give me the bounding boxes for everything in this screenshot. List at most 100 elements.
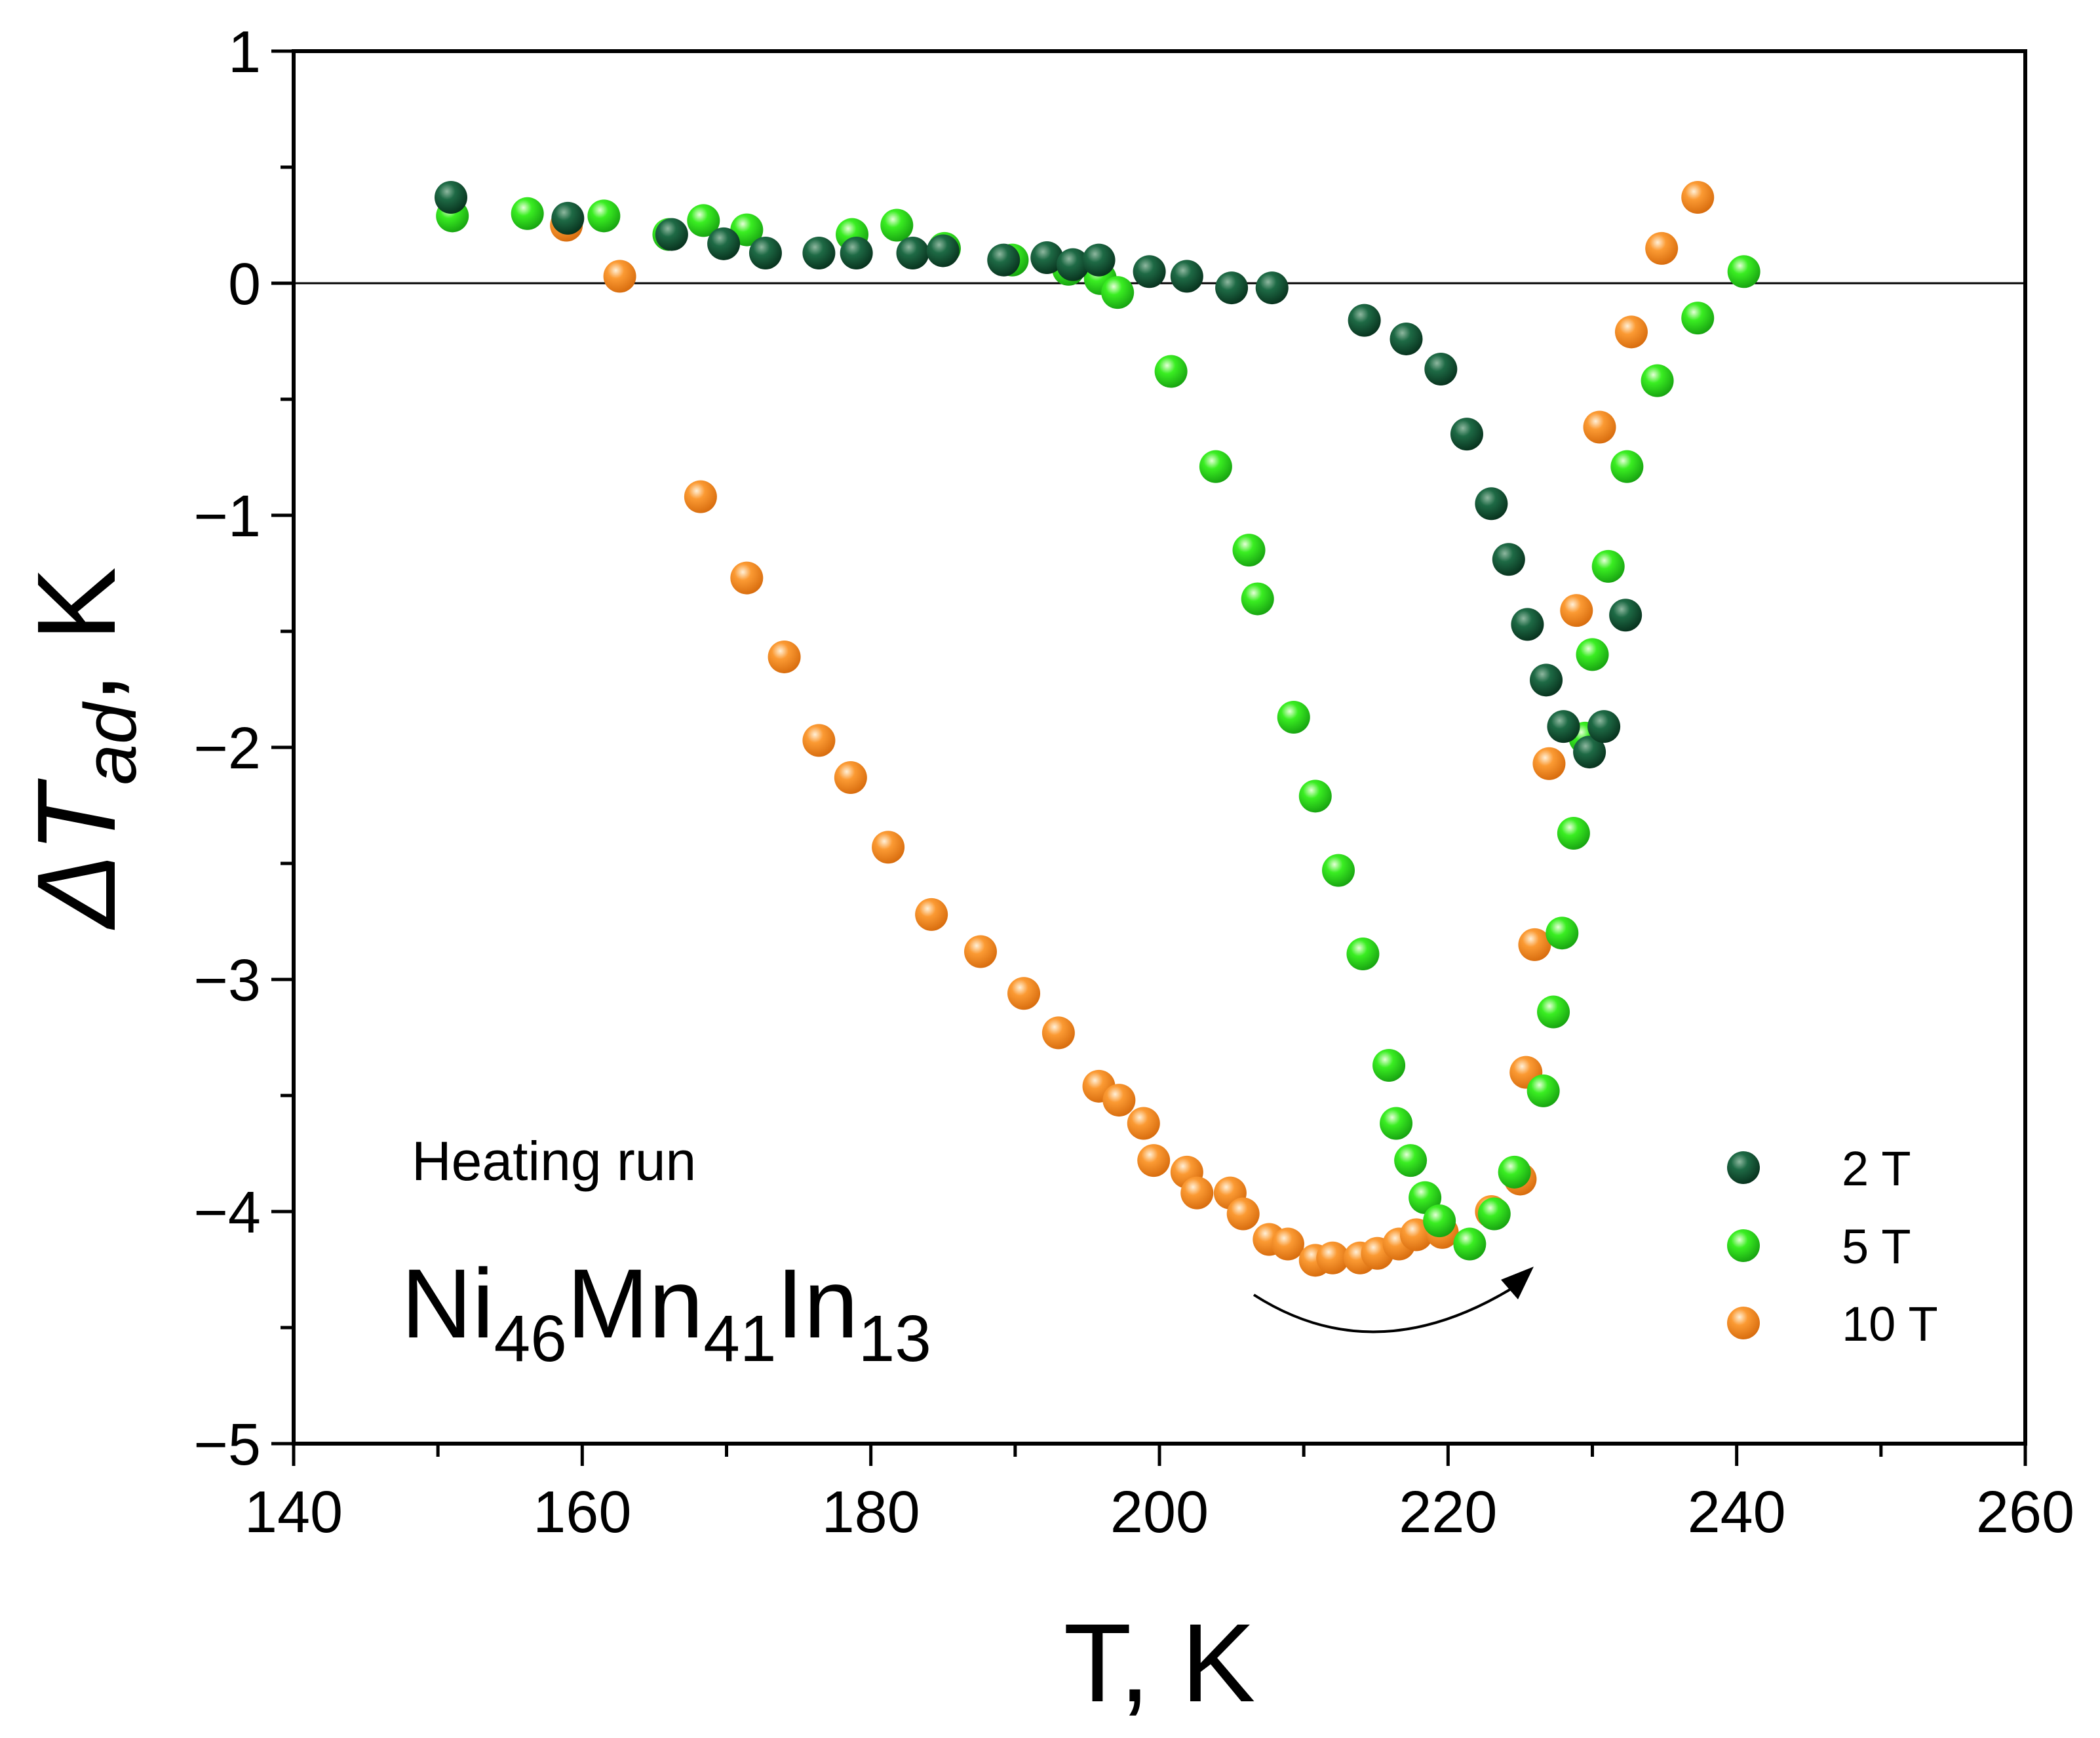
point-10t bbox=[603, 260, 636, 293]
point-5t bbox=[1154, 355, 1188, 388]
point-5t bbox=[1277, 700, 1310, 734]
y-tick-label: −5 bbox=[193, 1412, 261, 1478]
y-axis-title: ΔTad, K bbox=[14, 567, 151, 930]
point-10t bbox=[1316, 1241, 1350, 1274]
point-5t bbox=[1199, 450, 1232, 483]
point-10t bbox=[684, 480, 717, 513]
point-2t bbox=[707, 227, 741, 260]
point-10t bbox=[1127, 1107, 1160, 1140]
legend-label-10t: 10 T bbox=[1842, 1297, 1938, 1351]
legend-marker-10t bbox=[1727, 1307, 1760, 1339]
point-2t bbox=[987, 243, 1021, 277]
point-5t bbox=[1537, 995, 1570, 1029]
y-axis-title-prefix: ΔT bbox=[14, 778, 139, 930]
y-tick-label: 0 bbox=[228, 252, 261, 317]
point-10t bbox=[1614, 315, 1648, 349]
x-tick-label: 140 bbox=[244, 1480, 343, 1545]
point-2t bbox=[1082, 243, 1116, 277]
compound-subscript: 46 bbox=[494, 1302, 567, 1375]
point-5t bbox=[587, 199, 621, 233]
point-2t bbox=[1450, 418, 1483, 451]
y-tick-label: 1 bbox=[228, 20, 261, 85]
point-2t bbox=[551, 201, 585, 235]
point-5t bbox=[880, 208, 914, 242]
point-5t bbox=[1453, 1227, 1487, 1261]
point-2t bbox=[1056, 248, 1089, 281]
point-5t bbox=[1526, 1074, 1560, 1107]
x-axis-title: T, K bbox=[1064, 1601, 1256, 1726]
legend-label-5t: 5 T bbox=[1842, 1219, 1911, 1274]
point-5t bbox=[1576, 638, 1609, 671]
point-2t bbox=[655, 218, 688, 251]
point-5t bbox=[1241, 582, 1274, 616]
point-2t bbox=[1492, 543, 1525, 576]
point-10t bbox=[1681, 181, 1715, 214]
point-2t bbox=[434, 181, 467, 214]
point-10t bbox=[1271, 1227, 1304, 1261]
point-5t bbox=[1380, 1107, 1413, 1140]
legend-marker-5t bbox=[1727, 1229, 1760, 1262]
point-10t bbox=[872, 831, 905, 864]
point-2t bbox=[802, 236, 836, 269]
point-10t bbox=[730, 561, 764, 595]
point-5t bbox=[1232, 534, 1266, 567]
point-5t bbox=[1101, 276, 1135, 309]
x-tick-label: 160 bbox=[533, 1480, 631, 1545]
annotation-heating-run: Heating run bbox=[412, 1130, 696, 1192]
point-10t bbox=[963, 935, 997, 968]
x-tick-label: 180 bbox=[822, 1480, 920, 1545]
tick-labels: 140 160 180 200 220 240 260 1 0 −1 −2 −3 −4 −5 bbox=[193, 20, 2074, 1545]
point-10t bbox=[1180, 1176, 1214, 1210]
x-tick-label: 240 bbox=[1688, 1480, 1786, 1545]
point-2t bbox=[1511, 608, 1544, 641]
point-2t bbox=[896, 236, 929, 269]
point-5t bbox=[1423, 1204, 1456, 1238]
point-5t bbox=[1394, 1144, 1428, 1177]
y-axis-title-suffix: , K bbox=[14, 567, 139, 703]
point-2t bbox=[1170, 260, 1203, 293]
point-5t bbox=[1346, 938, 1380, 971]
point-2t bbox=[1215, 271, 1249, 305]
point-10t bbox=[1226, 1197, 1260, 1231]
compound-element: Mn bbox=[567, 1248, 703, 1358]
point-2t bbox=[1573, 736, 1606, 769]
annotation-compound: Ni46Mn41In13 bbox=[401, 1248, 931, 1375]
legend-marker-2t bbox=[1727, 1151, 1760, 1184]
point-2t bbox=[1530, 663, 1563, 697]
compound-subscript: 41 bbox=[703, 1302, 776, 1375]
point-2t bbox=[1609, 599, 1643, 632]
point-5t bbox=[1477, 1197, 1511, 1231]
x-tick-label: 220 bbox=[1399, 1480, 1497, 1545]
point-2t bbox=[926, 234, 960, 267]
point-5t bbox=[1681, 302, 1715, 335]
x-tick-label: 200 bbox=[1110, 1480, 1209, 1545]
point-5t bbox=[1322, 854, 1355, 887]
point-2t bbox=[1390, 322, 1423, 355]
point-10t bbox=[802, 724, 836, 757]
arrow-head-icon bbox=[1501, 1267, 1534, 1299]
heating-direction-arrow bbox=[1253, 1284, 1519, 1333]
point-10t bbox=[1102, 1084, 1136, 1117]
y-tick-label: −1 bbox=[193, 484, 261, 549]
point-10t bbox=[1137, 1144, 1171, 1177]
point-2t bbox=[1424, 352, 1458, 385]
point-2t bbox=[1030, 241, 1064, 275]
x-tick-label: 260 bbox=[1976, 1480, 2074, 1545]
point-2t bbox=[1587, 710, 1621, 743]
point-10t bbox=[915, 898, 948, 931]
point-10t bbox=[1583, 410, 1616, 444]
point-10t bbox=[1007, 977, 1041, 1010]
compound-subscript: 13 bbox=[859, 1302, 931, 1375]
point-2t bbox=[1475, 487, 1508, 521]
y-tick-label: −4 bbox=[193, 1180, 261, 1246]
point-2t bbox=[749, 236, 782, 269]
point-10t bbox=[1645, 231, 1679, 265]
point-2t bbox=[1348, 304, 1381, 337]
point-5t bbox=[1591, 549, 1625, 583]
point-5t bbox=[1498, 1155, 1531, 1189]
point-2t bbox=[840, 236, 873, 269]
point-5t bbox=[1298, 780, 1332, 813]
series-10t bbox=[550, 181, 1715, 1277]
point-5t bbox=[511, 197, 544, 230]
